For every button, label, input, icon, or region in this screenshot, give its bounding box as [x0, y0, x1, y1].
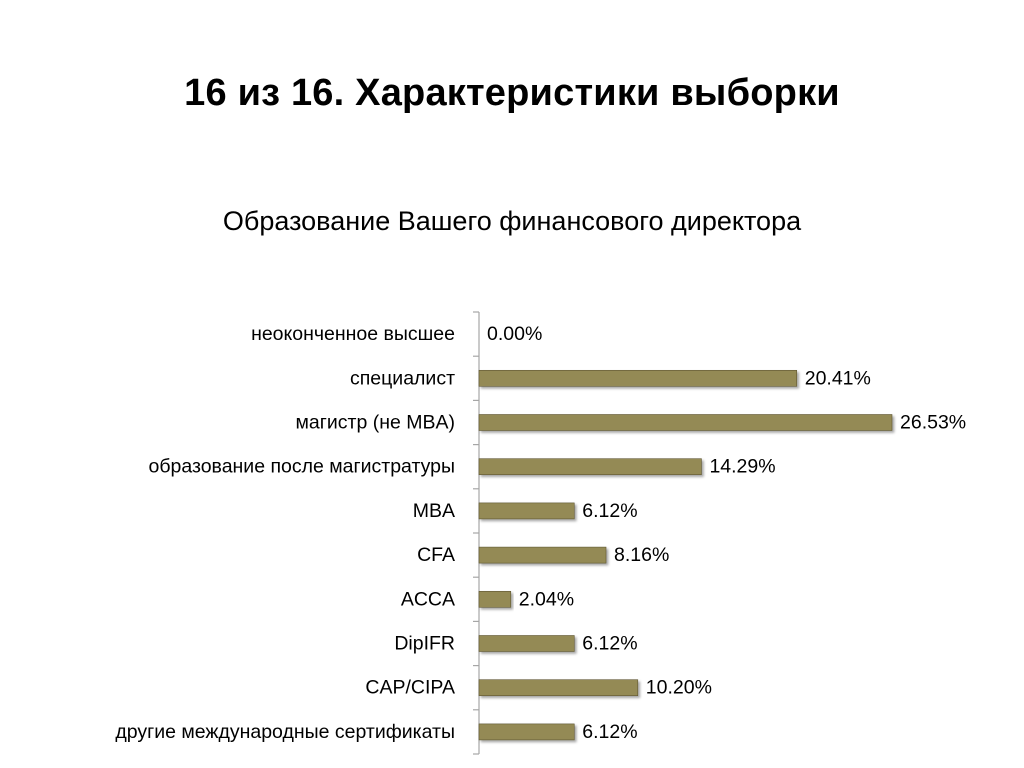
- category-label: образование после магистратуры: [149, 456, 456, 478]
- data-label: 0.00%: [487, 323, 542, 345]
- data-label: 10.20%: [646, 677, 712, 699]
- category-label: неоконченное высшее: [251, 323, 455, 345]
- category-label: специалист: [350, 367, 455, 389]
- bar: [478, 414, 893, 431]
- bar: [478, 502, 575, 520]
- data-label: 6.12%: [582, 500, 637, 522]
- data-label: 14.29%: [709, 456, 775, 478]
- bar: [478, 546, 607, 564]
- bar: [478, 458, 702, 476]
- category-label: магистр (не MBA): [296, 412, 455, 434]
- category-label: ACCA: [401, 588, 455, 610]
- data-label: 8.16%: [614, 544, 669, 566]
- category-label: другие международные сертификаты: [115, 721, 455, 743]
- data-label: 6.12%: [582, 721, 637, 743]
- category-label: DipIFR: [394, 633, 455, 655]
- category-label: CAP/CIPA: [365, 677, 455, 699]
- data-label: 6.12%: [582, 633, 637, 655]
- data-label: 2.04%: [519, 588, 574, 610]
- data-label: 20.41%: [805, 367, 871, 389]
- bar: [478, 723, 575, 741]
- category-label: MBA: [413, 500, 455, 522]
- category-label: CFA: [417, 544, 455, 566]
- bar: [478, 635, 575, 652]
- slide-title: 16 из 16. Характеристики выборки: [184, 72, 840, 114]
- bar: [478, 679, 639, 697]
- data-label: 26.53%: [900, 412, 966, 434]
- bar: [478, 590, 512, 608]
- bar: [478, 369, 798, 387]
- chart-title: Образование Вашего финансового директора: [222, 206, 802, 236]
